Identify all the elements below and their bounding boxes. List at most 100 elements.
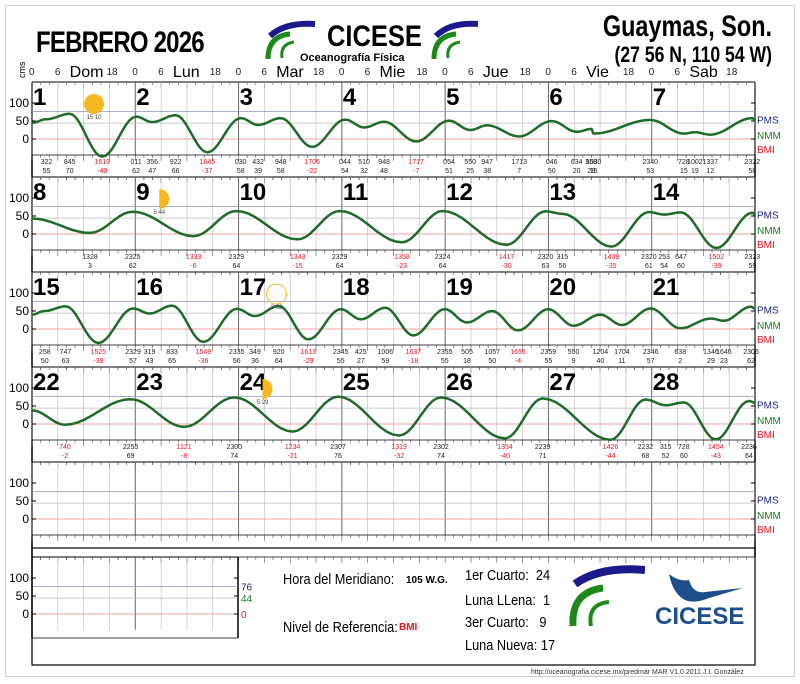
- svg-text:BMI: BMI: [757, 240, 775, 251]
- svg-text:24: 24: [240, 369, 267, 396]
- svg-text:1613: 1613: [301, 349, 317, 356]
- svg-text:1346: 1346: [703, 349, 719, 356]
- svg-text:253: 253: [658, 254, 670, 261]
- svg-text:1704: 1704: [614, 349, 630, 356]
- svg-text:36: 36: [251, 358, 259, 365]
- svg-text:55: 55: [441, 358, 449, 365]
- svg-text:27: 27: [549, 369, 576, 396]
- svg-text:100: 100: [9, 286, 29, 300]
- svg-text:5 44: 5 44: [153, 210, 165, 216]
- svg-text:NMM: NMM: [757, 226, 781, 237]
- svg-text:15: 15: [590, 168, 598, 175]
- svg-text:22: 22: [33, 369, 60, 396]
- svg-text:50: 50: [548, 168, 556, 175]
- svg-text:054: 054: [443, 159, 455, 166]
- cicese-logo-text: CICESE: [655, 603, 745, 630]
- meridian-value: 105 W.G.: [406, 575, 448, 586]
- svg-text:BMI: BMI: [757, 145, 775, 156]
- svg-text:55: 55: [43, 168, 51, 175]
- svg-text:920: 920: [273, 349, 285, 356]
- svg-text:100: 100: [9, 96, 29, 110]
- svg-text:1417: 1417: [499, 254, 515, 261]
- phase-new-moon: Luna Nueva: 17: [465, 637, 556, 654]
- svg-text:50: 50: [16, 304, 30, 318]
- svg-text:2324: 2324: [435, 254, 451, 261]
- svg-text:0: 0: [22, 512, 29, 526]
- svg-text:76: 76: [241, 583, 253, 594]
- hour-tick: 18: [313, 67, 325, 78]
- svg-text:6: 6: [549, 84, 562, 111]
- svg-text:15: 15: [33, 274, 60, 301]
- svg-text:17: 17: [240, 274, 267, 301]
- org-name: CICESE: [327, 20, 422, 53]
- svg-text:-7: -7: [413, 168, 419, 175]
- svg-text:322: 322: [41, 159, 53, 166]
- svg-text:NMM: NMM: [757, 416, 781, 427]
- svg-text:1328: 1328: [82, 254, 98, 261]
- svg-text:2335: 2335: [229, 349, 245, 356]
- svg-text:1337: 1337: [703, 159, 719, 166]
- svg-text:1204: 1204: [593, 349, 609, 356]
- svg-text:-32: -32: [394, 453, 404, 460]
- svg-text:-39: -39: [711, 263, 721, 270]
- svg-text:2255: 2255: [123, 444, 139, 451]
- svg-text:1358: 1358: [394, 254, 410, 261]
- svg-text:-44: -44: [605, 453, 615, 460]
- svg-text:-39: -39: [93, 358, 103, 365]
- svg-text:PMS: PMS: [757, 496, 779, 507]
- hour-tick: 6: [467, 67, 474, 78]
- cicese-logo-large-icon: [569, 565, 645, 627]
- svg-text:2346: 2346: [643, 349, 659, 356]
- hour-tick: 0: [648, 67, 655, 78]
- svg-text:1319: 1319: [391, 444, 407, 451]
- svg-text:728: 728: [678, 159, 690, 166]
- weekday-label: Sab: [689, 64, 718, 81]
- hour-tick: 18: [416, 67, 428, 78]
- svg-text:54: 54: [341, 168, 349, 175]
- hour-tick: 6: [54, 67, 61, 78]
- svg-text:62: 62: [132, 168, 140, 175]
- svg-text:7: 7: [517, 168, 521, 175]
- svg-text:425: 425: [355, 349, 367, 356]
- hour-tick: 0: [29, 67, 35, 78]
- weekday-label: Jue: [482, 64, 509, 81]
- svg-text:2232: 2232: [638, 444, 654, 451]
- svg-text:BMI: BMI: [757, 525, 775, 536]
- svg-text:16: 16: [136, 274, 163, 301]
- svg-text:11: 11: [618, 358, 625, 365]
- svg-text:349: 349: [249, 349, 261, 356]
- svg-text:634: 634: [571, 159, 583, 166]
- svg-text:25: 25: [343, 369, 370, 396]
- svg-text:100: 100: [9, 381, 29, 395]
- svg-text:2302: 2302: [433, 444, 449, 451]
- svg-text:BMI: BMI: [757, 430, 775, 441]
- svg-text:56: 56: [559, 263, 567, 270]
- svg-text:19: 19: [446, 274, 473, 301]
- svg-text:-8: -8: [181, 453, 187, 460]
- svg-text:1426: 1426: [603, 444, 619, 451]
- svg-text:68: 68: [642, 453, 650, 460]
- svg-text:4: 4: [343, 84, 357, 111]
- svg-text:50: 50: [16, 209, 30, 223]
- svg-text:7: 7: [653, 84, 666, 111]
- svg-text:550: 550: [568, 349, 580, 356]
- svg-text:27: 27: [357, 358, 365, 365]
- svg-text:-6: -6: [190, 263, 196, 270]
- svg-text:-2: -2: [62, 453, 68, 460]
- svg-text:044: 044: [339, 159, 351, 166]
- svg-text:PMS: PMS: [757, 401, 779, 412]
- hour-tick: 18: [209, 67, 221, 78]
- svg-text:9: 9: [572, 358, 576, 365]
- weekday-label: Mar: [276, 64, 304, 81]
- svg-text:66: 66: [172, 168, 180, 175]
- svg-text:44: 44: [241, 594, 253, 605]
- svg-text:-15: -15: [293, 263, 303, 270]
- svg-text:-22: -22: [307, 168, 317, 175]
- svg-text:61: 61: [645, 263, 653, 270]
- hour-tick: 18: [622, 67, 635, 78]
- svg-text:51: 51: [445, 168, 453, 175]
- svg-text:64: 64: [275, 358, 283, 365]
- svg-text:638: 638: [674, 349, 686, 356]
- svg-text:14: 14: [653, 179, 680, 206]
- svg-text:1656: 1656: [510, 349, 526, 356]
